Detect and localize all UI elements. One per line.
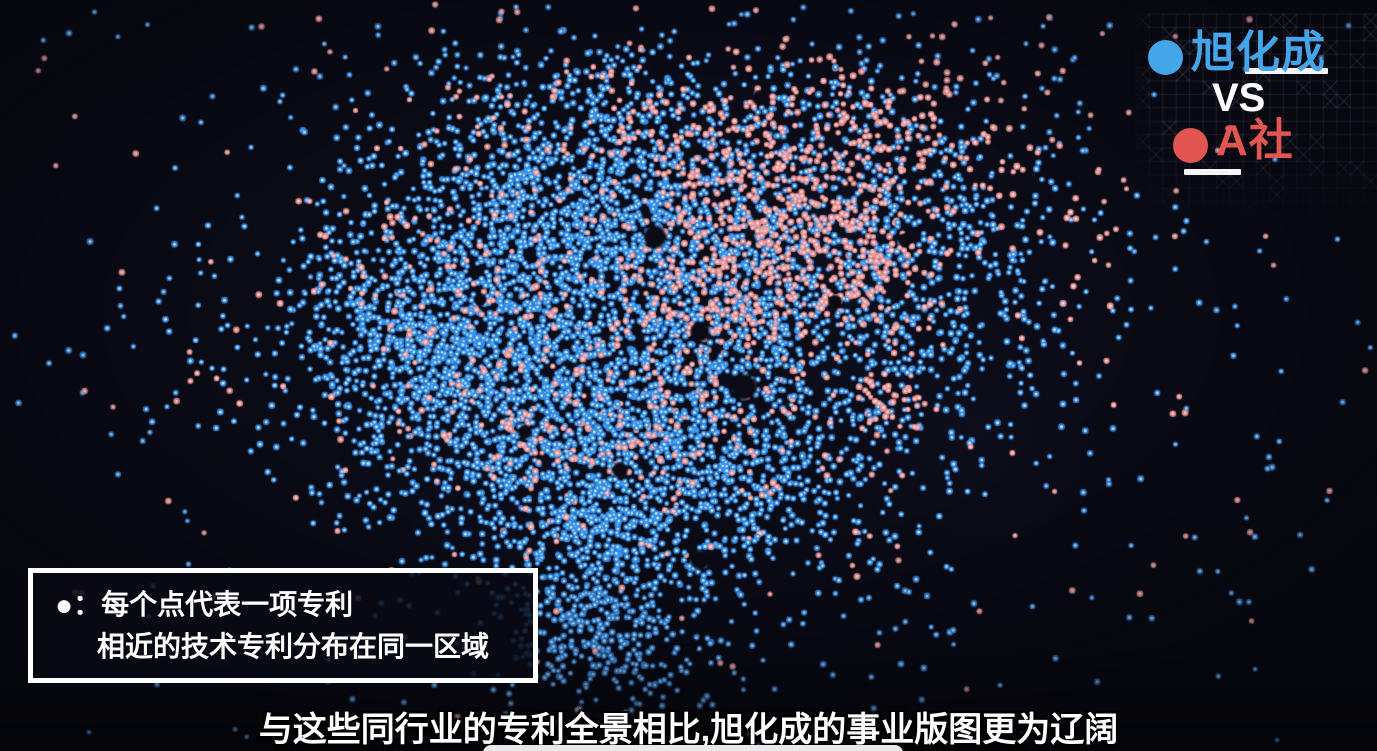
dot-bullet-icon: ● [55,589,74,622]
caption-box: ●：每个点代表一项专利 相近的技术专利分布在同一区域 [28,568,538,683]
caption-line-1: ●：每个点代表一项专利 [55,584,533,626]
legend-company-pink-label: A社 [1216,116,1294,165]
legend-company-blue-label: 旭化成 [1191,28,1326,77]
caption-line-1-text: ：每个点代表一项专利 [73,589,354,620]
legend-pink-dot-icon [1173,128,1208,163]
caption-line-2: 相近的技术专利分布在同一区域 [97,631,490,662]
legend-vs-label: VS [1212,76,1266,120]
legend-blue-dot-icon [1148,40,1183,75]
legend-blue-underline [1245,68,1328,74]
video-subtitle: 与这些同行业的专利全景相比,旭化成的事业版图更为辽阔 [258,711,1119,749]
next-subtitle-box-edge [483,745,903,751]
legend-pink-underline [1184,169,1241,175]
